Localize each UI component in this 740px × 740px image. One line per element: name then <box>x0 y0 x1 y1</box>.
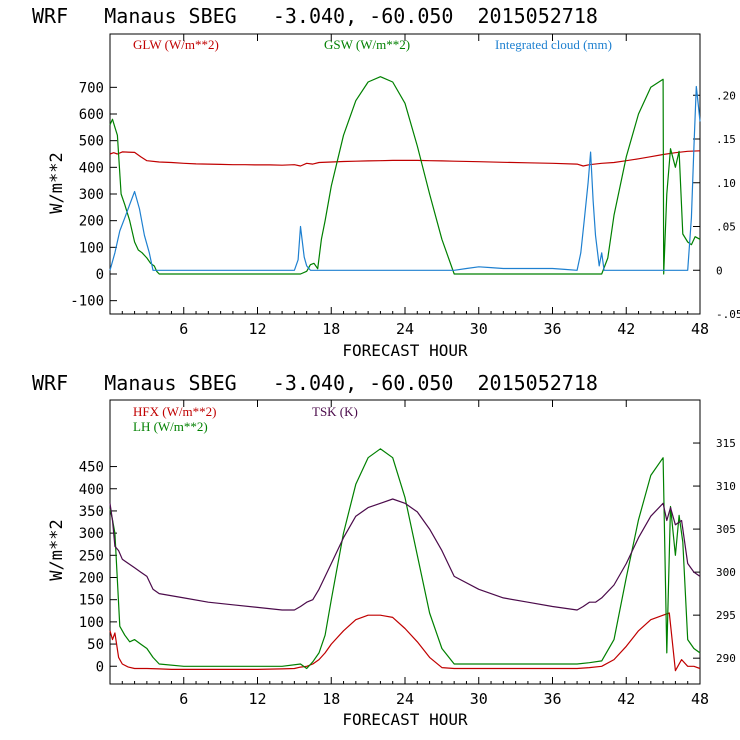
y2-tick-label: 300 <box>716 566 736 579</box>
x-tick-label: 6 <box>179 690 188 708</box>
y2-tick-label: 295 <box>716 609 736 622</box>
y2-tick-label: .15 <box>716 133 736 146</box>
bottom-y2-ticks: 290 295 300 305 310 315 <box>693 437 736 665</box>
series-line-hfx <box>109 612 701 672</box>
y-tick-label: 200 <box>79 571 104 587</box>
y2-tick-label: 315 <box>716 437 736 450</box>
y2-tick-label: .05 <box>716 221 736 234</box>
y-tick-label: 0 <box>96 659 104 675</box>
y-tick-label: 300 <box>79 526 104 542</box>
y2-tick-label: 310 <box>716 480 736 493</box>
x-tick-label: 24 <box>396 320 414 338</box>
bottom-legend-lh: LH (W/m**2) <box>133 419 208 434</box>
bottom-series-group <box>109 448 701 672</box>
y2-tick-label: .10 <box>716 177 736 190</box>
bottom-plot-frame <box>109 399 701 685</box>
x-tick-label: 12 <box>248 320 266 338</box>
bottom-legend-tsk: TSK (K) <box>312 404 358 419</box>
y-tick-label: 350 <box>79 504 104 520</box>
bottom-x-axis-label: FORECAST HOUR <box>342 710 468 729</box>
top-plot-frame <box>109 33 701 315</box>
x-tick-label: 24 <box>396 690 414 708</box>
x-tick-label: 6 <box>179 320 188 338</box>
top-y2-ticks: -.05 0 .05 .10 .15 .20 <box>693 89 740 321</box>
top-legend-cloud: Integrated cloud (mm) <box>495 37 612 52</box>
top-legend-glw: GLW (W/m**2) <box>133 37 219 52</box>
x-tick-label: 48 <box>691 690 709 708</box>
y-tick-label: 300 <box>79 187 104 203</box>
series-line-gsw <box>109 76 701 275</box>
y2-tick-label: .20 <box>716 89 736 102</box>
top-y-axis-label: W/m**2 <box>47 152 67 213</box>
chart-top: WRF Manaus SBEG -3.040, -60.050 20150527… <box>32 4 740 360</box>
y-tick-label: 50 <box>87 637 104 653</box>
chart-bottom: WRF Manaus SBEG -3.040, -60.050 20150527… <box>32 371 736 729</box>
top-x-ticks: 6 12 18 24 30 36 42 48 <box>121 34 709 338</box>
top-series-group <box>109 76 701 275</box>
top-x-axis-label: FORECAST HOUR <box>342 341 468 360</box>
bottom-y-axis-label: W/m**2 <box>47 519 67 580</box>
x-tick-label: 30 <box>470 690 488 708</box>
series-line-glw <box>109 150 701 167</box>
y2-tick-label: -.05 <box>716 308 740 321</box>
x-tick-label: 42 <box>617 320 635 338</box>
y2-tick-label: 290 <box>716 652 736 665</box>
bottom-x-ticks: 6 12 18 24 30 36 42 48 <box>121 400 709 708</box>
x-tick-label: 30 <box>470 320 488 338</box>
bottom-chart-title: WRF Manaus SBEG -3.040, -60.050 20150527… <box>32 371 598 395</box>
y-tick-label: 700 <box>79 80 104 96</box>
top-y-ticks: -100 0 100 200 300 400 500 600 700 <box>70 80 117 310</box>
bottom-y-ticks: 0 50 100 150 200 250 300 350 400 450 <box>79 460 117 675</box>
y-tick-label: 400 <box>79 160 104 176</box>
y2-tick-label: 305 <box>716 523 736 536</box>
y-tick-label: 500 <box>79 134 104 150</box>
series-line-tsk <box>109 498 701 611</box>
x-tick-label: 48 <box>691 320 709 338</box>
y-tick-label: 400 <box>79 482 104 498</box>
y-tick-label: 200 <box>79 214 104 230</box>
x-tick-label: 18 <box>322 690 340 708</box>
x-tick-label: 18 <box>322 320 340 338</box>
top-chart-title: WRF Manaus SBEG -3.040, -60.050 20150527… <box>32 4 598 28</box>
y-tick-label: 100 <box>79 615 104 631</box>
y-tick-label: 250 <box>79 548 104 564</box>
x-tick-label: 36 <box>543 690 561 708</box>
y-tick-label: 100 <box>79 240 104 256</box>
bottom-legend-hfx: HFX (W/m**2) <box>133 404 216 419</box>
y-tick-label: -100 <box>70 294 104 310</box>
series-line-lh <box>109 448 701 670</box>
y-tick-label: 450 <box>79 460 104 476</box>
y-tick-label: 0 <box>96 267 104 283</box>
x-tick-label: 12 <box>248 690 266 708</box>
y-tick-label: 600 <box>79 107 104 123</box>
y-tick-label: 150 <box>79 593 104 609</box>
y2-tick-label: 0 <box>716 264 723 277</box>
top-legend-gsw: GSW (W/m**2) <box>324 37 410 52</box>
series-line-cloud <box>109 85 701 271</box>
x-tick-label: 36 <box>543 320 561 338</box>
x-tick-label: 42 <box>617 690 635 708</box>
